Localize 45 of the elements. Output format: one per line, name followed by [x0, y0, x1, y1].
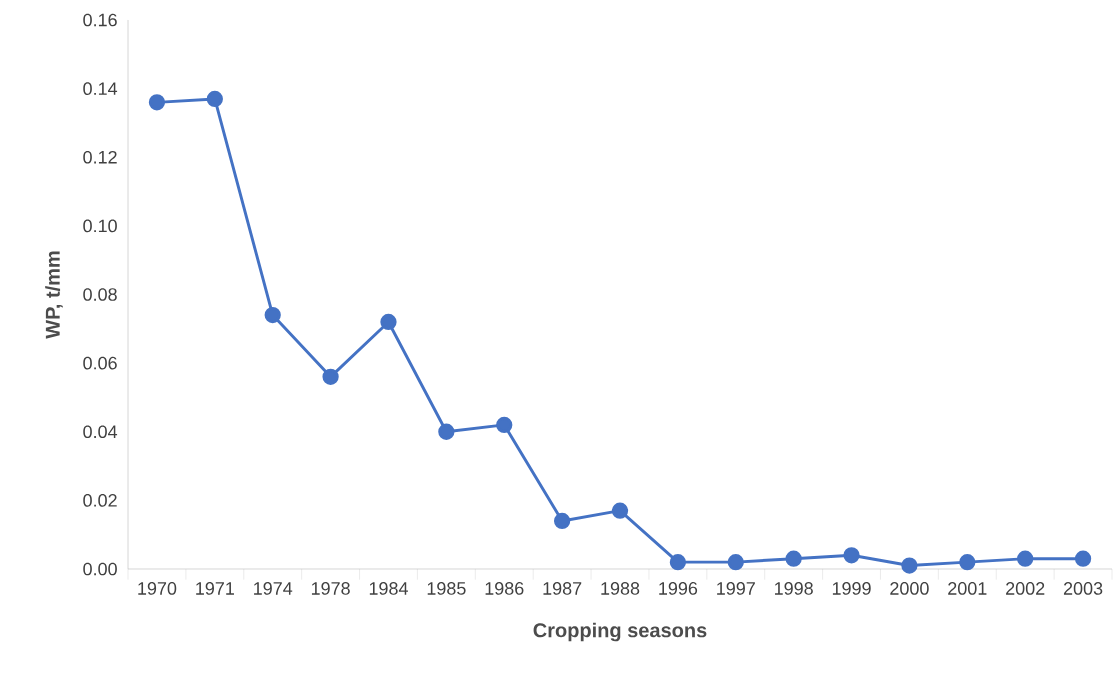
x-tick-label: 1971: [196, 582, 234, 595]
point: [322, 368, 339, 385]
y-tick-label: 0.00: [83, 562, 117, 576]
x-tick-label: 1986: [485, 582, 524, 595]
x-axis-title: Cropping seasons: [533, 622, 707, 642]
x-tick-label: 1999: [832, 582, 871, 595]
point: [611, 502, 629, 519]
point: [1074, 550, 1092, 567]
x-tick-label: 1988: [601, 582, 640, 595]
x-tick-label: 1987: [543, 582, 582, 595]
y-tick-label: 0.16: [83, 13, 117, 27]
x-tick-label: 1978: [311, 582, 350, 595]
x-tick-label: 2001: [948, 582, 987, 595]
y-tick-label: 0.02: [83, 494, 117, 507]
point: [206, 90, 223, 108]
x-tick-label: 2003: [1063, 582, 1103, 595]
y-axis-title: WP, t/mm: [45, 251, 63, 339]
point: [901, 557, 918, 574]
point: [727, 554, 744, 571]
y-tick-label: 0.08: [83, 288, 117, 301]
x-tick-label: 2002: [1006, 582, 1045, 595]
point: [148, 94, 166, 111]
point: [843, 547, 860, 564]
y-tick-label: 0.12: [83, 150, 117, 164]
x-tick-label: 1970: [138, 582, 177, 595]
point: [438, 423, 455, 440]
x-tick-label: 2000: [890, 582, 929, 595]
point: [380, 313, 397, 331]
y-tick-label: 0.14: [83, 82, 118, 95]
y-tick-label: 0.10: [83, 219, 117, 233]
point: [785, 550, 802, 567]
point: [669, 554, 687, 571]
point: [959, 554, 976, 571]
y-tick-label: 0.06: [83, 356, 117, 370]
point: [553, 512, 571, 530]
y-tick-label: 0.04: [83, 425, 118, 439]
x-tick-label: 1997: [717, 582, 755, 595]
point: [1017, 550, 1034, 567]
point: [264, 306, 281, 324]
x-tick-label: 1985: [427, 582, 466, 595]
x-tick-label: 1998: [775, 582, 813, 595]
point: [496, 416, 513, 434]
x-tick-label: 1974: [254, 582, 293, 595]
x-tick-label: 1984: [369, 582, 408, 595]
x-tick-label: 1996: [659, 582, 698, 595]
